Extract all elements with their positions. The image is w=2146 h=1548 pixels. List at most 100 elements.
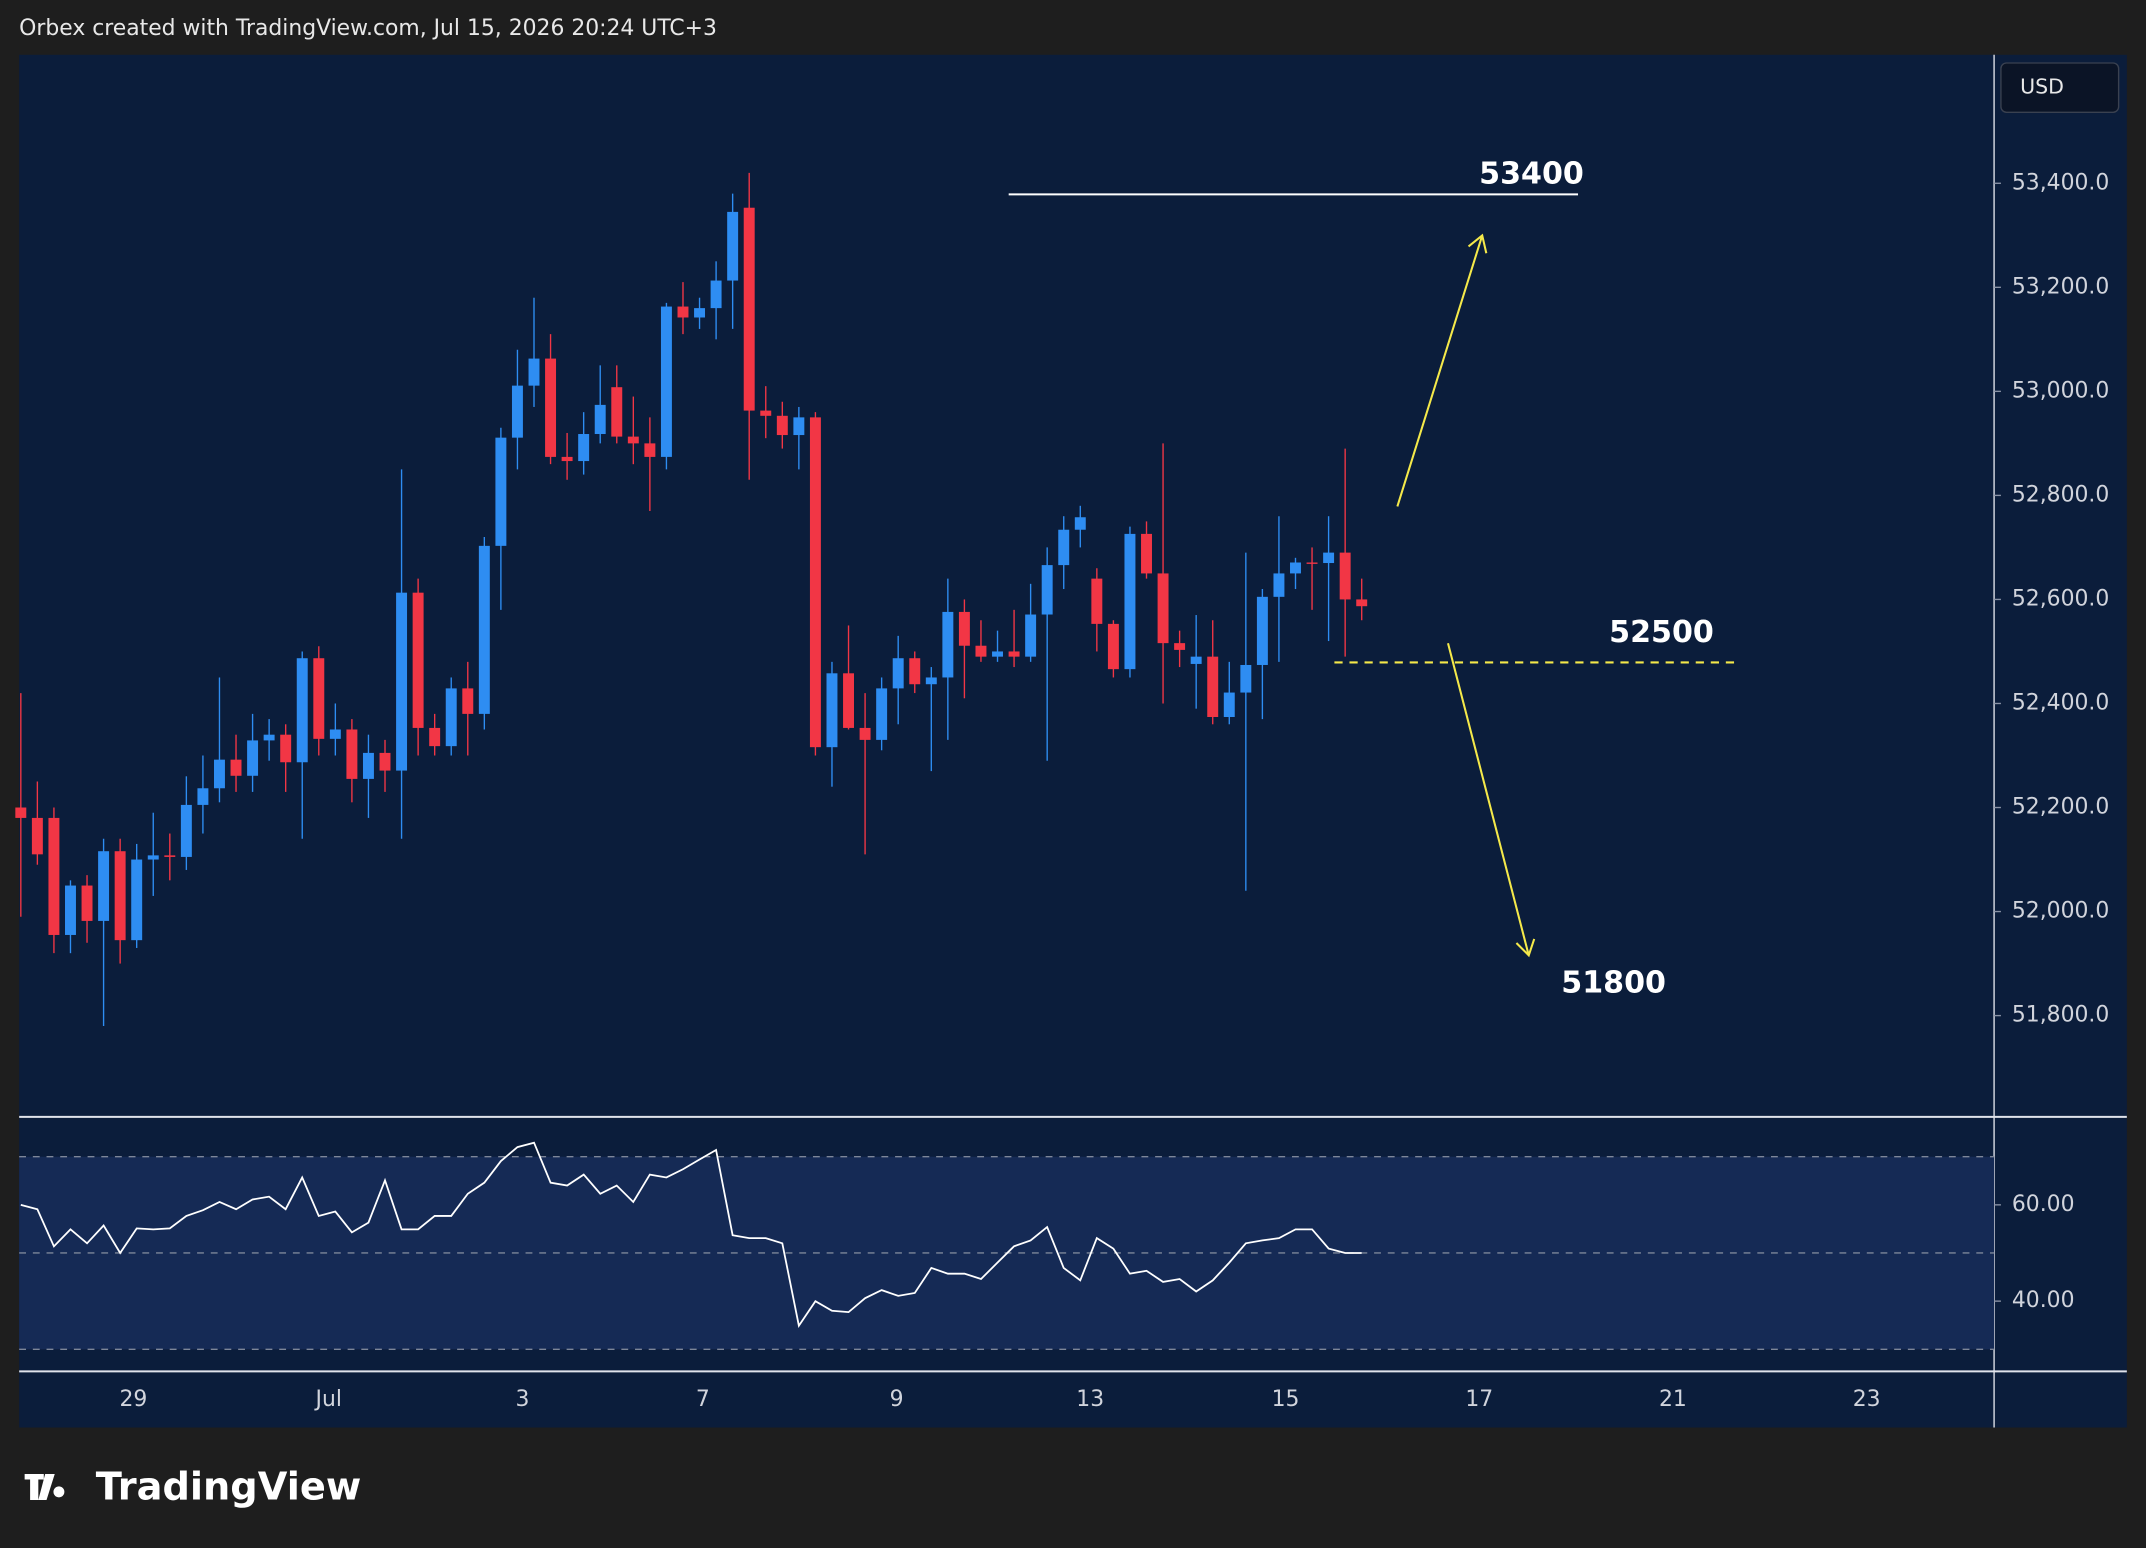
rsi-line: [20, 1141, 1362, 1328]
attribution: Orbex created with TradingView.com, Jul …: [19, 16, 717, 41]
candle-body: [694, 308, 706, 318]
candle-body: [280, 734, 292, 763]
candle-body: [396, 592, 408, 771]
candle-body: [644, 443, 656, 457]
arrow-up: [1396, 233, 1488, 507]
candle-body: [213, 759, 225, 789]
x-tick-label: 23: [1853, 1387, 1881, 1412]
candle-body: [826, 673, 838, 748]
candle-body: [843, 673, 855, 728]
candle-body: [992, 651, 1003, 657]
candle-body: [1107, 623, 1119, 670]
candle-body: [147, 855, 159, 860]
candle-body: [1174, 643, 1186, 650]
candle-body: [793, 417, 805, 436]
candle-body: [958, 611, 970, 646]
candle-body: [362, 752, 374, 779]
candle-body: [346, 729, 358, 779]
y-tick-label: 52,600.0: [2012, 586, 2109, 611]
candle-body: [31, 817, 43, 855]
candle-body: [1041, 565, 1053, 615]
candle-body: [1124, 533, 1136, 670]
candle-body: [909, 658, 921, 685]
candle-body: [1306, 562, 1318, 564]
candle-body: [164, 855, 176, 857]
currency: USD: [2020, 75, 2064, 99]
candle-body: [98, 851, 110, 921]
currency-box: [2000, 62, 2120, 113]
candle-body: [876, 688, 888, 740]
y-tick-label: 40.00: [2012, 1288, 2075, 1313]
y-tick-label: 52,000.0: [2012, 899, 2109, 924]
candle-body: [975, 645, 987, 657]
candle-body: [925, 677, 937, 685]
candle-body: [445, 688, 457, 747]
candle-body: [329, 729, 341, 739]
candle-body: [1091, 578, 1103, 624]
candle-body: [809, 417, 821, 748]
x-tick-label: 21: [1659, 1387, 1687, 1412]
candle-body: [1290, 562, 1301, 574]
candle-body: [1207, 656, 1219, 718]
candle-body: [660, 306, 672, 457]
candle-body: [1025, 614, 1037, 657]
candle-body: [859, 727, 871, 740]
x-tick-label: 7: [696, 1387, 710, 1412]
candle-body: [247, 740, 259, 776]
x-tick-label: Jul: [314, 1387, 342, 1412]
y-tick-label: 53,400.0: [2012, 170, 2109, 195]
candle-body: [313, 658, 325, 739]
candle-body: [1323, 552, 1335, 564]
annotation-label: 53400: [1479, 157, 1584, 192]
candle-body: [1008, 651, 1020, 657]
candle-body: [1223, 692, 1235, 718]
candle-body: [114, 851, 126, 941]
candle-body: [495, 437, 507, 546]
logo: TradingView: [24, 1465, 361, 1510]
y-tick-label: 51,800.0: [2012, 1003, 2109, 1028]
candle-body: [511, 385, 523, 438]
candle-body: [48, 817, 60, 935]
candle-body: [528, 358, 540, 386]
candle-body: [478, 545, 490, 714]
candle-body: [760, 410, 772, 416]
candle-body: [1240, 664, 1252, 693]
candle-body: [379, 752, 391, 771]
candle-body: [627, 436, 639, 444]
candle-body: [263, 734, 275, 741]
candle-body: [611, 387, 623, 437]
x-tick-label: 15: [1272, 1387, 1300, 1412]
candle-body: [1141, 533, 1152, 574]
candle-body: [131, 859, 143, 941]
candle-body: [429, 727, 441, 747]
candle-body: [296, 658, 308, 763]
candle-body: [1058, 529, 1070, 566]
candle-body: [1273, 573, 1285, 597]
y-tick-label: 60.00: [2012, 1192, 2075, 1217]
candle-body: [230, 759, 242, 776]
candle-body: [892, 658, 904, 689]
candle-body: [1157, 573, 1169, 644]
candle-body: [1256, 596, 1268, 665]
x-tick-label: 9: [890, 1387, 904, 1412]
logo-text: TradingView: [96, 1465, 361, 1510]
candle-body: [710, 280, 722, 309]
candle-body: [727, 211, 739, 281]
x-tick-label: 13: [1076, 1387, 1104, 1412]
candle-body: [545, 358, 557, 457]
candle-body: [578, 434, 590, 462]
y-tick-label: 52,200.0: [2012, 795, 2109, 820]
candle-body: [180, 804, 192, 857]
logo-icon: [24, 1474, 65, 1501]
candle-body: [462, 688, 474, 714]
annotation-label: 52500: [1609, 615, 1714, 650]
candle-body: [594, 404, 606, 435]
y-tick-label: 53,200.0: [2012, 274, 2109, 299]
candle-body: [776, 415, 788, 436]
x-tick-label: 3: [515, 1387, 529, 1412]
arrow-down: [1447, 643, 1536, 958]
candle-body: [1356, 599, 1368, 607]
candle-body: [743, 207, 755, 411]
candle-body: [1190, 656, 1202, 664]
